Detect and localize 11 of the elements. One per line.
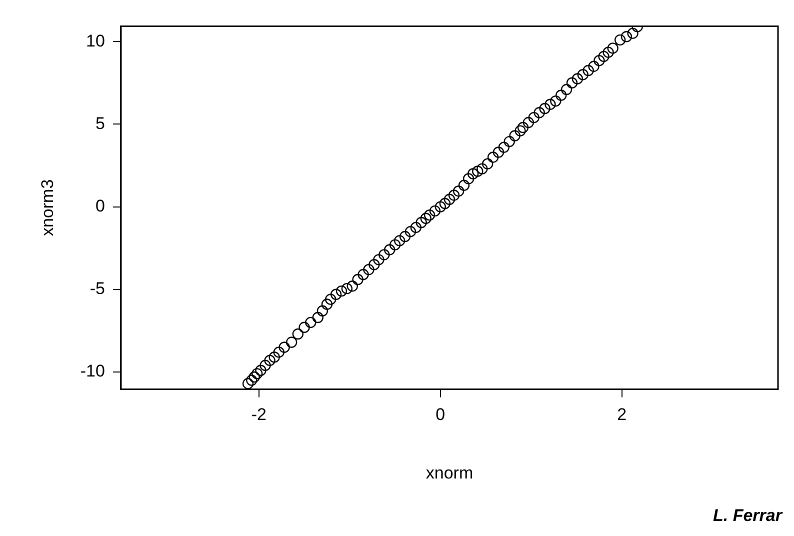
x-tick-label: 2: [617, 405, 627, 424]
x-tick-label: 0: [436, 405, 446, 424]
y-tick-label: -10: [80, 362, 105, 381]
x-axis-title: xnorm: [426, 463, 474, 482]
x-tick-label: -2: [251, 405, 266, 424]
y-tick-label: -5: [90, 279, 105, 298]
y-tick-label: 5: [96, 114, 105, 133]
text: L. Ferrar: [713, 506, 782, 526]
y-tick-label: 0: [96, 196, 105, 216]
y-axis-title: xnorm3: [38, 179, 57, 236]
y-tick-label: 10: [86, 31, 105, 50]
